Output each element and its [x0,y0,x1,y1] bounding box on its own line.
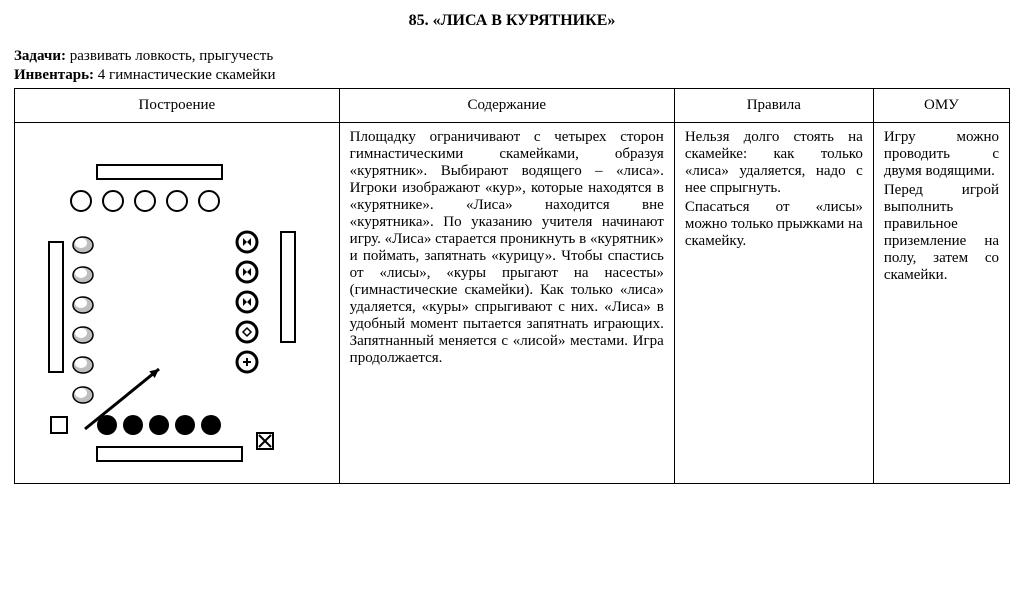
rules-cell: Нельзя долго стоять на скамейке: как тол… [674,123,873,484]
col-header-1: Содержание [339,89,674,123]
page-title: 85. «ЛИСА В КУРЯТНИКЕ» [14,12,1010,30]
col-header-0: Построение [15,89,340,123]
diagram-cell [15,123,340,484]
equipment-label: Инвентарь: [14,67,94,83]
tasks-line: Задачи: развивать ловкость, прыгучесть [14,48,1010,65]
col-header-2: Правила [674,89,873,123]
table-row: Площадку ограничивают с четырех сторон г… [15,123,1010,484]
col-header-3: ОМУ [873,89,1009,123]
omu-cell: Игру можно проводить с двумя водящими.Пе… [873,123,1009,484]
tasks-text: развивать ловкость, прыгучесть [70,48,273,64]
formation-diagram [37,147,317,477]
equipment-text: 4 гимнастические скамейки [98,67,276,83]
content-cell: Площадку ограничивают с четырех сторон г… [339,123,674,484]
equipment-line: Инвентарь: 4 гимнастические скамейки [14,67,1010,84]
main-table: Построение Содержание Правила ОМУ Площад… [14,88,1010,484]
table-header-row: Построение Содержание Правила ОМУ [15,89,1010,123]
tasks-label: Задачи: [14,48,66,64]
